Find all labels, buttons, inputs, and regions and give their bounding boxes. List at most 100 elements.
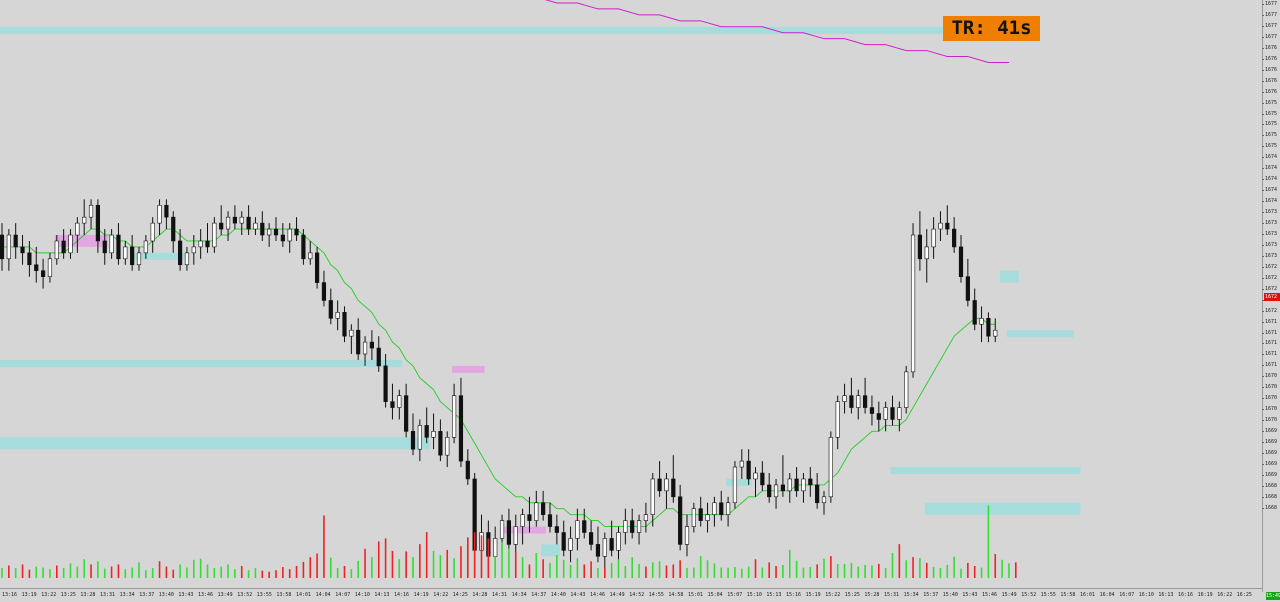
current-time-marker: 15:49 (1266, 592, 1280, 600)
candle (883, 401, 888, 432)
time-axis-label: 15:22 (825, 592, 841, 598)
candle-body (335, 312, 340, 319)
price-axis-label: 1675 (1261, 143, 1278, 150)
candle (808, 467, 813, 497)
candle-body (61, 240, 66, 254)
candle-body (527, 514, 532, 521)
candle-body (568, 538, 573, 551)
candle-body (287, 228, 292, 242)
candle (575, 508, 580, 551)
candle (979, 306, 984, 343)
time-axis-label: 15:31 (884, 592, 900, 598)
candle-body (75, 222, 80, 236)
candle-body (979, 318, 984, 325)
candles-layer (0, 199, 998, 569)
candle (150, 217, 155, 253)
candle-body (972, 300, 977, 325)
long-ma-line (544, 0, 1009, 63)
candle (27, 240, 32, 277)
candle (746, 449, 751, 485)
time-axis-label: 14:04 (315, 592, 331, 598)
time-axis-label: 13:16 (2, 592, 18, 598)
time-axis-label: 14:55 (648, 592, 664, 598)
candle (794, 467, 799, 497)
price-axis-label: 1672 (1261, 274, 1278, 281)
candle (342, 306, 347, 343)
candle-body (554, 526, 559, 533)
price-axis-label: 1676 (1261, 66, 1278, 73)
candle-body (678, 496, 683, 545)
candle (383, 354, 388, 408)
candle (136, 246, 142, 271)
candle (787, 473, 792, 503)
price-axis-label: 1671 (1261, 318, 1278, 325)
candle-body (760, 472, 765, 486)
candle (801, 473, 806, 503)
candle (582, 508, 587, 539)
candle-body (493, 538, 498, 557)
candle-body (171, 216, 176, 242)
price-axis-label: 1674 (1261, 176, 1278, 183)
price-chart[interactable]: 600500400300200100 (0, 0, 1262, 588)
time-axis-label: 13:55 (256, 592, 272, 598)
candle (451, 383, 457, 444)
time-axis-label: 14:10 (354, 592, 370, 598)
candle-body (890, 407, 895, 420)
candle-body (828, 437, 833, 498)
time-axis-label: 14:01 (296, 592, 312, 598)
candle-body (294, 228, 299, 236)
time-axis-label: 16:04 (1099, 592, 1115, 598)
candle (335, 300, 340, 331)
candle (815, 473, 820, 509)
candle (952, 217, 957, 253)
volume-layer (1, 505, 1017, 578)
candle (568, 526, 573, 563)
price-axis-label: 1670 (1261, 395, 1278, 402)
candle-body (664, 478, 669, 492)
price-axis-label: 1674 (1261, 165, 1278, 172)
candle (643, 502, 648, 533)
price-axis-label: 1674 (1261, 187, 1278, 194)
candle (760, 461, 765, 491)
candle-body (267, 228, 272, 236)
candle (424, 407, 429, 444)
candle (308, 240, 313, 265)
candle (931, 217, 936, 259)
time-axis-label: 15:43 (962, 592, 978, 598)
time-axis-label: 14:22 (433, 592, 449, 598)
price-axis-label: 1671 (1261, 329, 1278, 336)
time-axis-label: 15:19 (805, 592, 821, 598)
candle (561, 520, 566, 557)
time-axis[interactable]: 13:16 13:19 13:22 13:25 13:28 13:31 13:34 13:37… (0, 588, 1262, 602)
candle (102, 229, 107, 265)
candle (506, 508, 512, 551)
price-axis-label: 1675 (1261, 132, 1278, 139)
candle-body (609, 538, 614, 551)
candle-body (862, 395, 868, 408)
time-axis-label: 15:16 (786, 592, 802, 598)
candle (671, 455, 676, 503)
candle-body (349, 329, 354, 337)
candle-body (650, 478, 655, 515)
candle-body (958, 246, 964, 277)
candle (719, 490, 724, 521)
zone-support (54, 235, 108, 247)
candle-body (684, 526, 690, 545)
candle-body (47, 258, 53, 277)
candle-body (534, 502, 539, 521)
candle-body (178, 240, 183, 266)
candle (678, 484, 683, 551)
candle-body (815, 484, 820, 504)
candle (376, 336, 381, 372)
time-axis-label: 14:28 (472, 592, 488, 598)
price-axis-label: 1677 (1261, 33, 1278, 40)
candle (650, 473, 655, 527)
price-axis-label: 1676 (1261, 44, 1278, 51)
candle-body (109, 234, 114, 254)
candle (876, 401, 881, 432)
time-axis-label: 13:43 (178, 592, 194, 598)
candle-body (116, 234, 121, 260)
candle (588, 520, 594, 551)
candle-body (0, 234, 5, 260)
